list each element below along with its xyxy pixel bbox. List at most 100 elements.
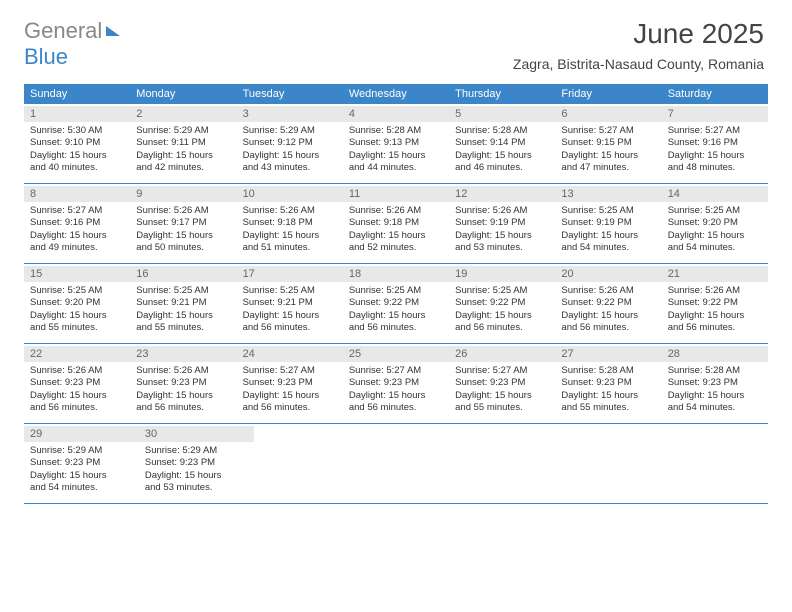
- daylight-text: Daylight: 15 hours: [145, 470, 248, 482]
- daylight-text: and 56 minutes.: [243, 322, 337, 334]
- sunrise-text: Sunrise: 5:28 AM: [561, 365, 655, 377]
- sunrise-text: Sunrise: 5:26 AM: [561, 285, 655, 297]
- day-cell: 26Sunrise: 5:27 AMSunset: 9:23 PMDayligh…: [449, 344, 555, 423]
- daylight-text: and 56 minutes.: [349, 322, 443, 334]
- day-number: 7: [668, 108, 674, 120]
- sunrise-text: Sunrise: 5:25 AM: [136, 285, 230, 297]
- sunset-text: Sunset: 9:19 PM: [455, 217, 549, 229]
- day-number-strip: 27: [555, 346, 661, 362]
- sunrise-text: Sunrise: 5:28 AM: [455, 125, 549, 137]
- empty-cell: [357, 424, 460, 503]
- daylight-text: Daylight: 15 hours: [349, 150, 443, 162]
- sunrise-text: Sunrise: 5:29 AM: [30, 445, 133, 457]
- day-number: 21: [668, 268, 680, 280]
- day-number: 28: [668, 348, 680, 360]
- daylight-text: Daylight: 15 hours: [455, 230, 549, 242]
- sunrise-text: Sunrise: 5:26 AM: [243, 205, 337, 217]
- day-cell: 8Sunrise: 5:27 AMSunset: 9:16 PMDaylight…: [24, 184, 130, 263]
- day-number: 12: [455, 188, 467, 200]
- daylight-text: Daylight: 15 hours: [136, 390, 230, 402]
- sunset-text: Sunset: 9:13 PM: [349, 137, 443, 149]
- day-number: 6: [561, 108, 567, 120]
- weekday-header: Wednesday: [343, 84, 449, 104]
- day-cell: 13Sunrise: 5:25 AMSunset: 9:19 PMDayligh…: [555, 184, 661, 263]
- day-number: 13: [561, 188, 573, 200]
- daylight-text: Daylight: 15 hours: [561, 150, 655, 162]
- sunset-text: Sunset: 9:23 PM: [349, 377, 443, 389]
- day-cell: 10Sunrise: 5:26 AMSunset: 9:18 PMDayligh…: [237, 184, 343, 263]
- day-cell: 25Sunrise: 5:27 AMSunset: 9:23 PMDayligh…: [343, 344, 449, 423]
- day-number: 4: [349, 108, 355, 120]
- weekday-header: Friday: [555, 84, 661, 104]
- daylight-text: Daylight: 15 hours: [243, 150, 337, 162]
- day-number-strip: 30: [139, 426, 254, 442]
- sunrise-text: Sunrise: 5:27 AM: [561, 125, 655, 137]
- day-number-strip: 13: [555, 186, 661, 202]
- day-number-strip: 18: [343, 266, 449, 282]
- sunset-text: Sunset: 9:23 PM: [30, 377, 124, 389]
- daylight-text: Daylight: 15 hours: [30, 470, 133, 482]
- day-number: 1: [30, 108, 36, 120]
- logo-word2: Blue: [24, 44, 68, 70]
- daylight-text: and 56 minutes.: [136, 402, 230, 414]
- daylight-text: Daylight: 15 hours: [243, 310, 337, 322]
- day-number-strip: 10: [237, 186, 343, 202]
- day-number-strip: 5: [449, 106, 555, 122]
- daylight-text: and 56 minutes.: [349, 402, 443, 414]
- daylight-text: Daylight: 15 hours: [668, 310, 762, 322]
- day-number: 24: [243, 348, 255, 360]
- daylight-text: and 44 minutes.: [349, 162, 443, 174]
- logo-word1: General: [24, 18, 102, 44]
- sunset-text: Sunset: 9:17 PM: [136, 217, 230, 229]
- sunrise-text: Sunrise: 5:26 AM: [349, 205, 443, 217]
- sunset-text: Sunset: 9:19 PM: [561, 217, 655, 229]
- day-cell: 9Sunrise: 5:26 AMSunset: 9:17 PMDaylight…: [130, 184, 236, 263]
- day-cell: 29Sunrise: 5:29 AMSunset: 9:23 PMDayligh…: [24, 424, 139, 503]
- sunset-text: Sunset: 9:16 PM: [30, 217, 124, 229]
- empty-cell: [254, 424, 357, 503]
- daylight-text: and 56 minutes.: [243, 402, 337, 414]
- day-cell: 15Sunrise: 5:25 AMSunset: 9:20 PMDayligh…: [24, 264, 130, 343]
- sunset-text: Sunset: 9:18 PM: [349, 217, 443, 229]
- day-cell: 18Sunrise: 5:25 AMSunset: 9:22 PMDayligh…: [343, 264, 449, 343]
- sunset-text: Sunset: 9:23 PM: [30, 457, 133, 469]
- daylight-text: Daylight: 15 hours: [243, 230, 337, 242]
- sunrise-text: Sunrise: 5:27 AM: [455, 365, 549, 377]
- daylight-text: Daylight: 15 hours: [30, 150, 124, 162]
- sunset-text: Sunset: 9:20 PM: [668, 217, 762, 229]
- week-row: 15Sunrise: 5:25 AMSunset: 9:20 PMDayligh…: [24, 264, 768, 344]
- day-number: 11: [349, 188, 360, 200]
- sunrise-text: Sunrise: 5:26 AM: [136, 365, 230, 377]
- daylight-text: and 53 minutes.: [145, 482, 248, 494]
- daylight-text: Daylight: 15 hours: [349, 390, 443, 402]
- day-number: 14: [668, 188, 680, 200]
- daylight-text: Daylight: 15 hours: [668, 230, 762, 242]
- sunset-text: Sunset: 9:16 PM: [668, 137, 762, 149]
- day-number-strip: 19: [449, 266, 555, 282]
- daylight-text: and 55 minutes.: [136, 322, 230, 334]
- sunset-text: Sunset: 9:21 PM: [243, 297, 337, 309]
- day-number: 23: [136, 348, 148, 360]
- daylight-text: and 55 minutes.: [455, 402, 549, 414]
- day-number-strip: 17: [237, 266, 343, 282]
- day-number: 25: [349, 348, 361, 360]
- day-number-strip: 15: [24, 266, 130, 282]
- day-cell: 21Sunrise: 5:26 AMSunset: 9:22 PMDayligh…: [662, 264, 768, 343]
- daylight-text: Daylight: 15 hours: [136, 310, 230, 322]
- day-cell: 3Sunrise: 5:29 AMSunset: 9:12 PMDaylight…: [237, 104, 343, 183]
- sunrise-text: Sunrise: 5:28 AM: [668, 365, 762, 377]
- daylight-text: Daylight: 15 hours: [668, 150, 762, 162]
- daylight-text: and 43 minutes.: [243, 162, 337, 174]
- day-number-strip: 24: [237, 346, 343, 362]
- daylight-text: and 46 minutes.: [455, 162, 549, 174]
- day-number-strip: 14: [662, 186, 768, 202]
- daylight-text: and 54 minutes.: [668, 402, 762, 414]
- daylight-text: and 55 minutes.: [561, 402, 655, 414]
- sunset-text: Sunset: 9:22 PM: [349, 297, 443, 309]
- sunset-text: Sunset: 9:23 PM: [668, 377, 762, 389]
- sunrise-text: Sunrise: 5:29 AM: [136, 125, 230, 137]
- day-cell: 14Sunrise: 5:25 AMSunset: 9:20 PMDayligh…: [662, 184, 768, 263]
- sunrise-text: Sunrise: 5:25 AM: [30, 285, 124, 297]
- daylight-text: Daylight: 15 hours: [136, 150, 230, 162]
- daylight-text: and 55 minutes.: [30, 322, 124, 334]
